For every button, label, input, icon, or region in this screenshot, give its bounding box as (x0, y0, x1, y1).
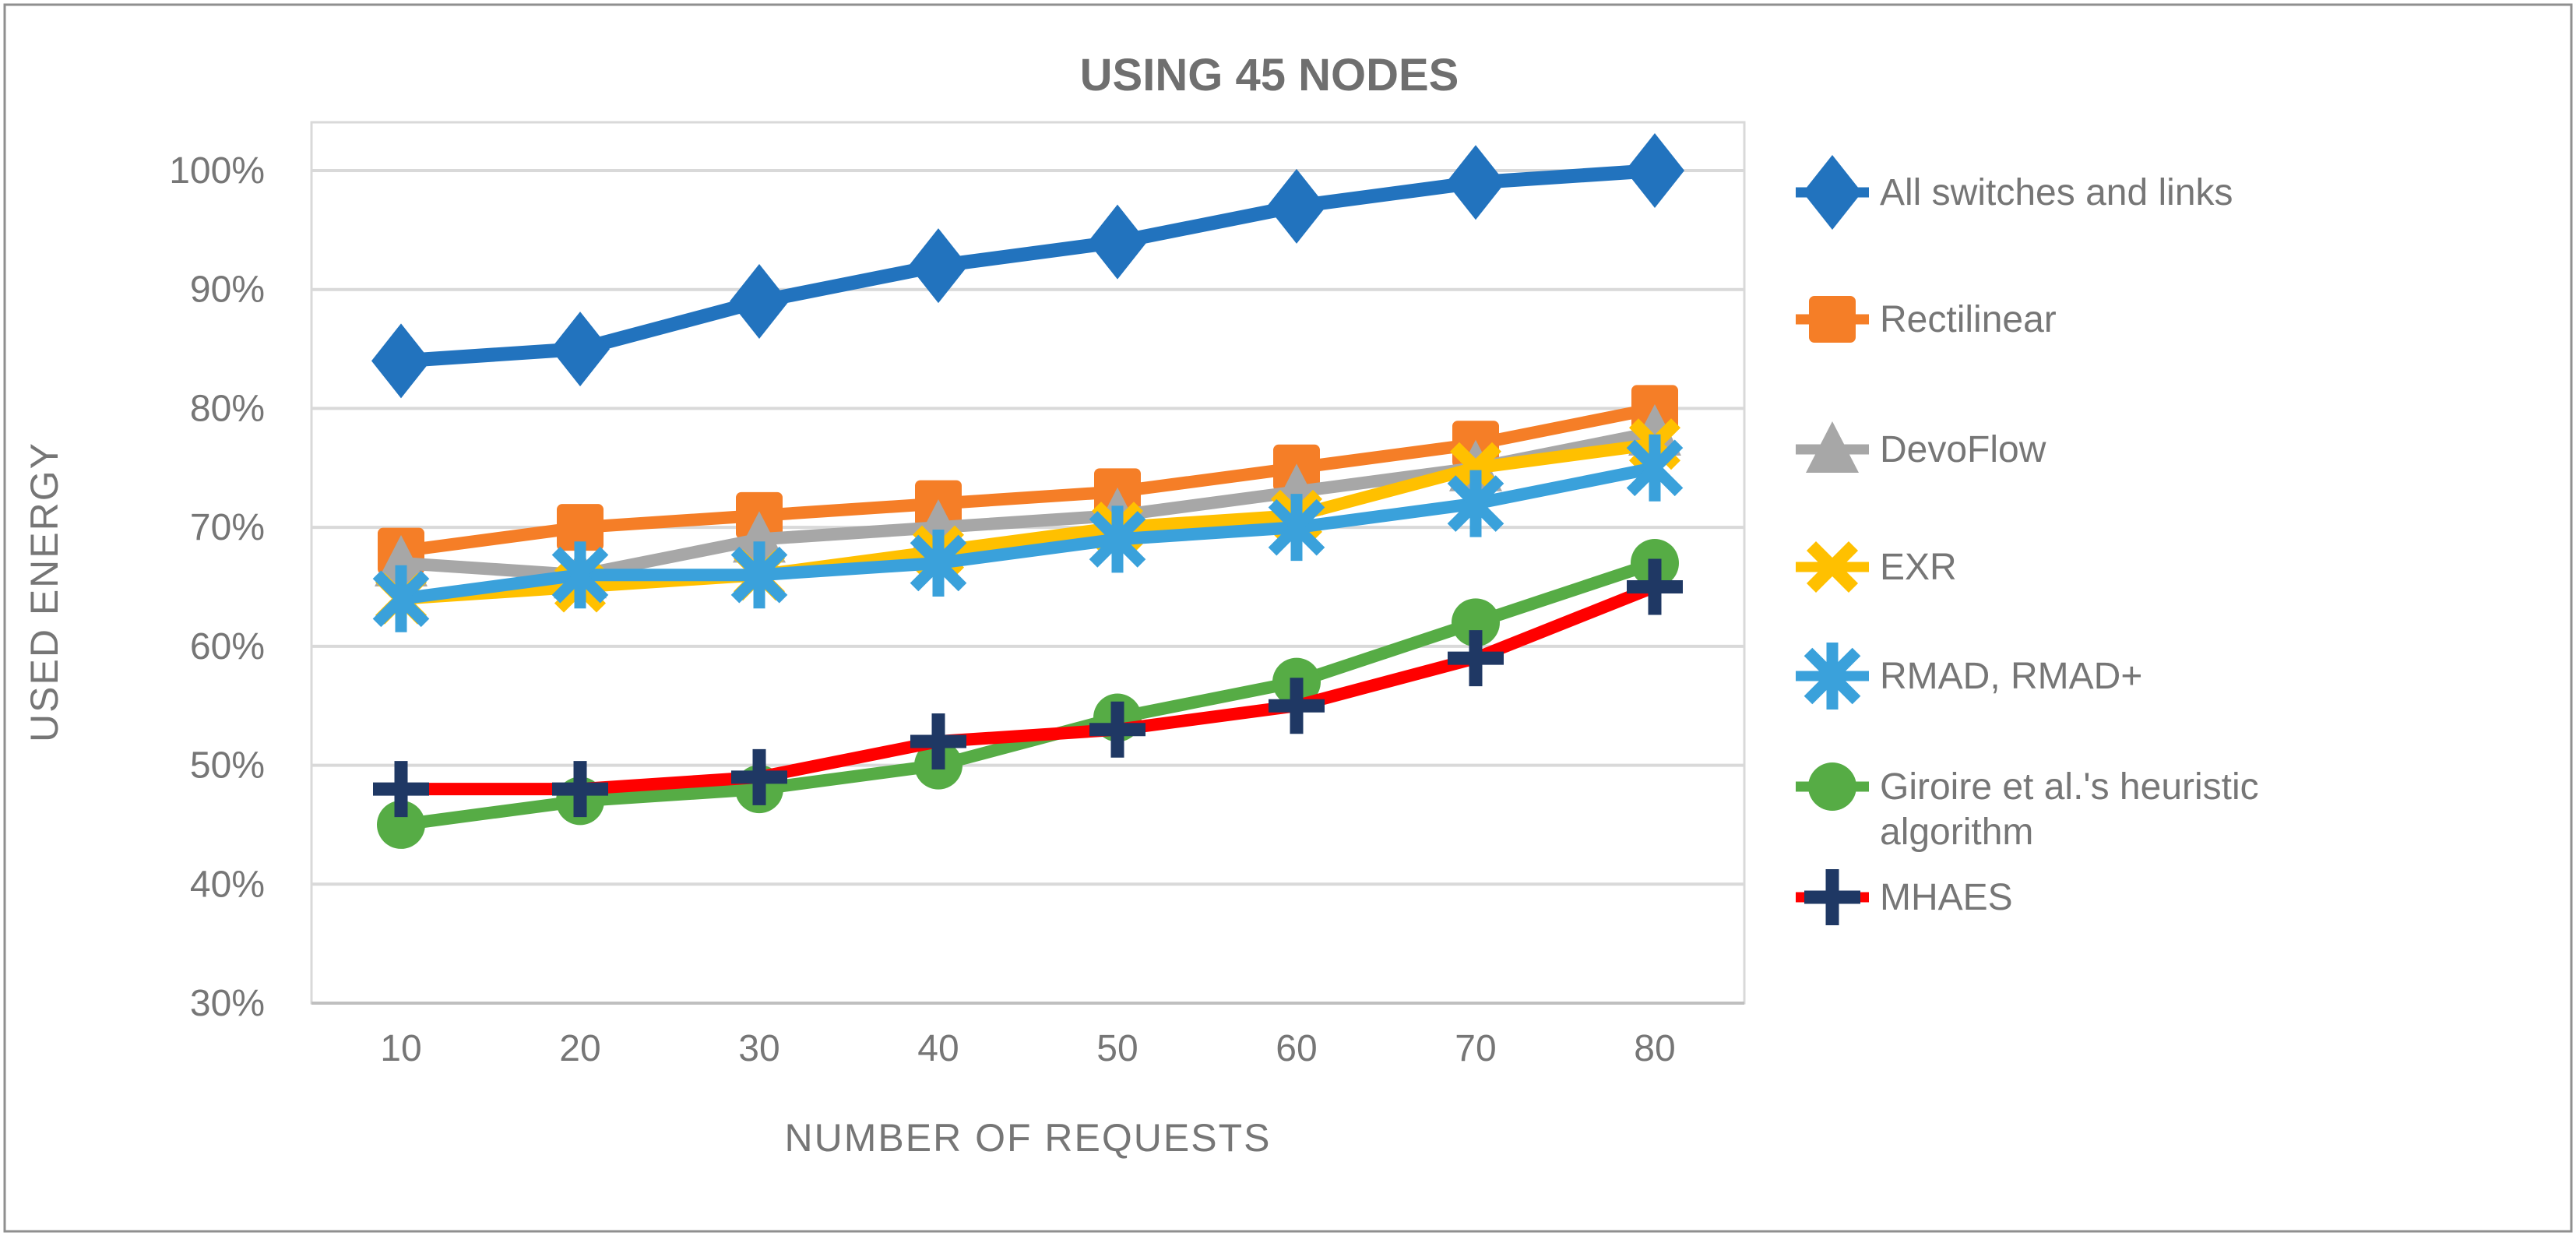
legend-marker-circle (1808, 762, 1856, 811)
y-tick-label: 50% (190, 745, 265, 787)
data-point-marker-diamond (551, 312, 610, 387)
chart-title: USING 45 NODES (1080, 50, 1459, 100)
x-tick-label: 60 (1276, 1028, 1317, 1069)
y-tick-label: 80% (190, 388, 265, 429)
x-axis-title: NUMBER OF REQUESTS (785, 1116, 1272, 1160)
data-point-marker-plus (373, 761, 429, 818)
data-point-marker-diamond (371, 323, 431, 399)
x-tick-label: 80 (1634, 1028, 1675, 1069)
data-point-marker-plus (1627, 558, 1683, 615)
y-tick-label: 90% (190, 269, 265, 311)
x-tick-label: 40 (917, 1028, 959, 1069)
legend-label: EXR (1880, 547, 1957, 588)
data-point-marker-circle (377, 800, 425, 849)
legend-label-line: All switches and links (1880, 172, 2233, 213)
legend-marker-square (1809, 296, 1856, 343)
legend-label: DevoFlow (1880, 429, 2046, 470)
data-point-marker-asterisk (1626, 434, 1684, 502)
legend-label: MHAES (1880, 877, 2013, 918)
plot-area: 30% 40% 50% 60% 70% 80% 90% 100% 10 20 30 40 50 60 70 8… (169, 121, 2259, 1069)
y-tick-label: 40% (190, 864, 265, 905)
legend-marker-x (1806, 541, 1859, 593)
x-tick-label: 10 (380, 1028, 421, 1069)
x-tick-label: 70 (1455, 1028, 1496, 1069)
data-point-marker-asterisk (551, 541, 609, 609)
data-point-marker-asterisk (1268, 494, 1325, 562)
data-point-marker-diamond (1625, 133, 1684, 208)
data-point-marker-triangle (733, 511, 786, 563)
legend-label-line: Rectilinear (1880, 299, 2057, 340)
legend-label: Giroire et al.'s heuristic algorithm (1880, 766, 2259, 853)
legend-marker-plus (1804, 869, 1860, 925)
data-point-marker-plus (1269, 678, 1325, 734)
legend-label-line: RMAD, RMAD+ (1880, 656, 2142, 697)
data-point-marker-asterisk (1089, 505, 1146, 573)
series-line-7 (395, 580, 1661, 796)
data-point-marker-diamond (1267, 168, 1326, 244)
series-line-4 (395, 438, 1661, 605)
x-tick-label: 50 (1096, 1028, 1138, 1069)
y-axis-title: USED ENERGY (23, 442, 66, 742)
x-tick-label: 20 (559, 1028, 600, 1069)
x-tick-label: 30 (738, 1028, 779, 1069)
legend-label-line: algorithm (1880, 812, 2033, 853)
data-point-marker-square (557, 504, 604, 551)
data-point-marker-plus (1448, 630, 1504, 687)
legend-marker-triangle (1806, 421, 1859, 473)
legend-marker-diamond (1803, 155, 1862, 230)
data-point-marker-plus (552, 761, 608, 818)
series-line-5 (395, 461, 1661, 605)
legend-label: RMAD, RMAD+ (1880, 656, 2142, 697)
data-point-marker-asterisk (730, 541, 788, 609)
series-line-1 (394, 164, 1662, 368)
data-point-marker-diamond (730, 263, 789, 339)
y-tick-label: 70% (190, 507, 265, 548)
data-point-marker-plus (731, 748, 787, 805)
legend-marker-asterisk (1804, 643, 1861, 710)
legend-label: Rectilinear (1880, 299, 2057, 340)
data-point-marker-triangle (375, 534, 428, 586)
y-tick-label: 100% (169, 150, 265, 192)
legend-label: All switches and links (1880, 172, 2233, 213)
data-point-marker-diamond (909, 228, 968, 304)
data-point-marker-diamond (1446, 145, 1505, 220)
data-point-marker-asterisk (910, 529, 967, 597)
data-point-marker-plus (1089, 701, 1145, 758)
series-line-2 (395, 402, 1661, 558)
data-point-marker-diamond (1088, 204, 1147, 280)
data-point-marker-plus (910, 713, 966, 770)
data-point-marker-asterisk (372, 565, 430, 632)
y-tick-label: 60% (190, 626, 265, 667)
data-point-marker-circle (1452, 598, 1500, 647)
legend-label-line: MHAES (1880, 877, 2013, 918)
legend-label-line: EXR (1880, 547, 1957, 588)
data-point-marker-asterisk (1447, 470, 1504, 537)
y-tick-label: 30% (190, 983, 265, 1024)
legend-label-line: DevoFlow (1880, 429, 2046, 470)
legend-label-line: Giroire et al.'s heuristic (1880, 766, 2259, 808)
